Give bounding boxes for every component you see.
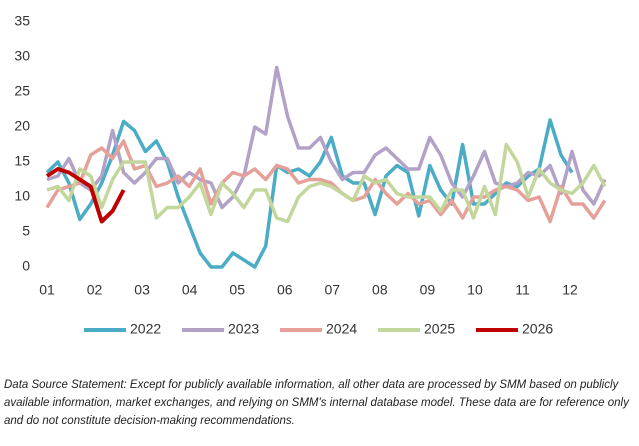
series-line <box>46 142 607 224</box>
y-tick-label: 30 <box>14 48 30 64</box>
legend-label: 2024 <box>326 321 357 337</box>
series-line <box>45 118 574 269</box>
x-tick-label: 12 <box>562 282 578 298</box>
series-line <box>46 65 607 210</box>
legend-label: 2026 <box>522 321 553 337</box>
x-tick-label: 01 <box>39 282 55 298</box>
x-tick-label: 09 <box>420 282 436 298</box>
source-note: Data Source Statement: Except for public… <box>4 379 629 427</box>
x-tick-label: 06 <box>277 282 293 298</box>
legend-label: 2023 <box>228 321 259 337</box>
y-tick-label: 15 <box>14 153 30 169</box>
x-tick-label: 10 <box>467 282 483 298</box>
legend-label: 2022 <box>130 321 161 337</box>
x-tick-label: 05 <box>229 282 245 298</box>
x-tick-label: 11 <box>515 282 530 298</box>
x-tick-label: 04 <box>182 282 198 298</box>
series-line <box>45 139 607 224</box>
series-line <box>45 167 126 224</box>
y-tick-label: 10 <box>14 188 30 204</box>
x-tick-label: 08 <box>372 282 388 298</box>
x-tick-label: 02 <box>87 282 103 298</box>
y-tick-label: 35 <box>14 13 30 29</box>
legend-label: 2025 <box>424 321 455 337</box>
x-tick-label: 03 <box>134 282 150 298</box>
y-tick-label: 0 <box>22 258 30 274</box>
y-tick-label: 20 <box>14 118 30 134</box>
x-tick-label: 07 <box>325 282 341 298</box>
y-tick-label: 5 <box>22 223 30 239</box>
y-tick-label: 25 <box>14 83 30 99</box>
